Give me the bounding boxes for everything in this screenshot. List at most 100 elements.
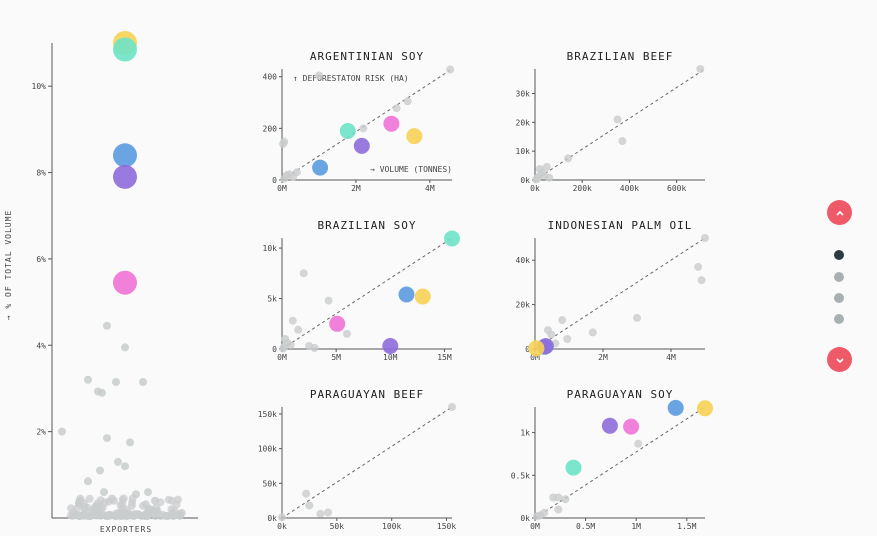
x-tick-label: 0M — [530, 522, 540, 531]
highlight-point-purple[interactable] — [353, 137, 370, 154]
data-point — [343, 329, 351, 338]
exporter-point — [96, 466, 104, 475]
step-dot-4[interactable] — [834, 314, 844, 324]
highlight-exporter-pink[interactable] — [113, 270, 137, 295]
data-point — [392, 104, 401, 113]
chart-paraguayan-soy: PARAGUAYAN SOY 0k 0.5k 1k 0M 0.5M 1M 1.5M — [511, 388, 713, 531]
highlight-exporter-purple[interactable] — [113, 164, 137, 189]
chart-indonesian-palm-oil: INDONESIAN PALM OIL 0 20k 40k 0M 2M 4M — [516, 219, 709, 362]
x-tick-label: 1M — [631, 522, 641, 531]
highlight-point-yellow[interactable] — [528, 340, 545, 357]
x-tick-label: 0k — [530, 184, 540, 193]
data-point — [315, 71, 323, 80]
exporter-point — [114, 457, 122, 466]
x-tick-label: 10M — [383, 353, 398, 362]
exporter-point — [144, 488, 152, 497]
x-tick-label: 1.5M — [677, 522, 696, 531]
x-tick-label: 200k — [573, 184, 592, 193]
highlight-point-yellow[interactable] — [406, 128, 423, 145]
exporter-point — [126, 438, 134, 447]
y-tick-label: 4% — [36, 341, 46, 350]
y-axis-label: → % OF TOTAL VOLUME — [4, 210, 13, 321]
chart-brazilian-beef: BRAZILIAN BEEF 0k 10k 20k 30k 0k 200k 400k 600k — [516, 50, 706, 193]
exporter-point — [150, 509, 159, 518]
data-point — [324, 296, 333, 305]
data-point — [316, 509, 325, 518]
chevron-down-icon — [835, 357, 844, 363]
x-axis-label: → VOLUME (TONNES) — [370, 165, 452, 174]
next-button[interactable] — [827, 347, 852, 372]
y-tick-label: 150k — [258, 410, 277, 419]
highlight-point-pink[interactable] — [623, 418, 640, 435]
highlight-point-yellow[interactable] — [697, 400, 713, 417]
highlight-point-blue[interactable] — [312, 159, 329, 176]
step-dot-3[interactable] — [834, 293, 844, 303]
data-point — [561, 495, 570, 504]
y-tick-label: 10k — [263, 244, 278, 253]
highlight-point-pink[interactable] — [329, 315, 346, 332]
chevron-up-icon — [835, 210, 844, 216]
exporter-point — [121, 343, 129, 352]
data-point — [283, 338, 292, 347]
highlight-point-blue[interactable] — [667, 399, 684, 416]
panel-title: INDONESIAN PALM OIL — [548, 219, 693, 232]
data-point — [563, 335, 572, 343]
reference-diagonal — [534, 406, 706, 519]
exporter-point — [76, 496, 84, 505]
highlight-point-yellow[interactable] — [414, 288, 431, 305]
data-point — [359, 124, 368, 133]
y-tick-label: 100k — [258, 445, 277, 454]
highlight-point-teal[interactable] — [444, 230, 460, 247]
data-point — [310, 344, 319, 352]
highlight-point-teal[interactable] — [565, 459, 582, 476]
prev-button[interactable] — [827, 200, 852, 225]
y-tick-label: 40k — [516, 256, 531, 265]
highlight-point-teal[interactable] — [339, 123, 356, 139]
exporter-point — [103, 434, 111, 443]
highlight-point-blue[interactable] — [398, 286, 415, 303]
data-point — [554, 493, 563, 502]
exporter-point — [80, 505, 89, 513]
step-dot-2[interactable] — [834, 272, 844, 282]
panel-title: PARAGUAYAN BEEF — [310, 388, 424, 401]
x-tick-label: 4M — [666, 353, 676, 362]
highlight-point-purple[interactable] — [382, 338, 399, 354]
y-tick-label: 0 — [272, 345, 277, 354]
exporter-point — [119, 494, 128, 503]
exporter-point — [139, 501, 147, 510]
x-tick-label: 2M — [351, 184, 361, 193]
data-point — [694, 262, 703, 271]
exporter-point — [100, 488, 108, 497]
x-tick-label: 2M — [598, 353, 608, 362]
data-point — [558, 316, 567, 325]
chart-brazilian-soy: BRAZILIAN SOY 0 5k 10k 0M 5M 10M 15M — [263, 219, 460, 362]
y-axis-label: ↑ DEFORESTATON RISK (HA) — [293, 74, 409, 83]
data-point — [280, 137, 289, 146]
data-point — [554, 505, 563, 514]
y-tick-label: 0 — [525, 345, 530, 354]
exporter-point — [84, 375, 92, 384]
highlight-exporter-teal[interactable] — [113, 37, 137, 62]
data-point — [696, 65, 705, 73]
chart-argentinian-soy: ARGENTINIAN SOY 0 200 400 0M 2M 4M ↑ DEFORESTAT… — [263, 50, 455, 193]
exporter-point — [169, 512, 178, 520]
exporter-point — [127, 511, 136, 520]
exporter-point — [134, 510, 143, 519]
exporter-point — [91, 503, 99, 512]
highlight-point-purple[interactable] — [601, 417, 618, 434]
exporter-point — [75, 511, 84, 520]
y-tick-label: 1k — [520, 429, 530, 438]
highlight-exporter-blue[interactable] — [113, 143, 137, 168]
highlight-point-pink[interactable] — [383, 115, 400, 132]
panel-title: PARAGUAYAN SOY — [567, 388, 674, 401]
exporter-point — [112, 378, 120, 386]
y-tick-label: 0k — [267, 514, 277, 523]
step-dot-1[interactable] — [834, 250, 844, 260]
data-point — [701, 234, 709, 242]
exporter-point — [101, 498, 110, 507]
data-point — [294, 325, 303, 334]
y-tick-label: 20k — [516, 118, 531, 127]
reference-diagonal — [534, 237, 706, 350]
data-point — [588, 328, 597, 337]
